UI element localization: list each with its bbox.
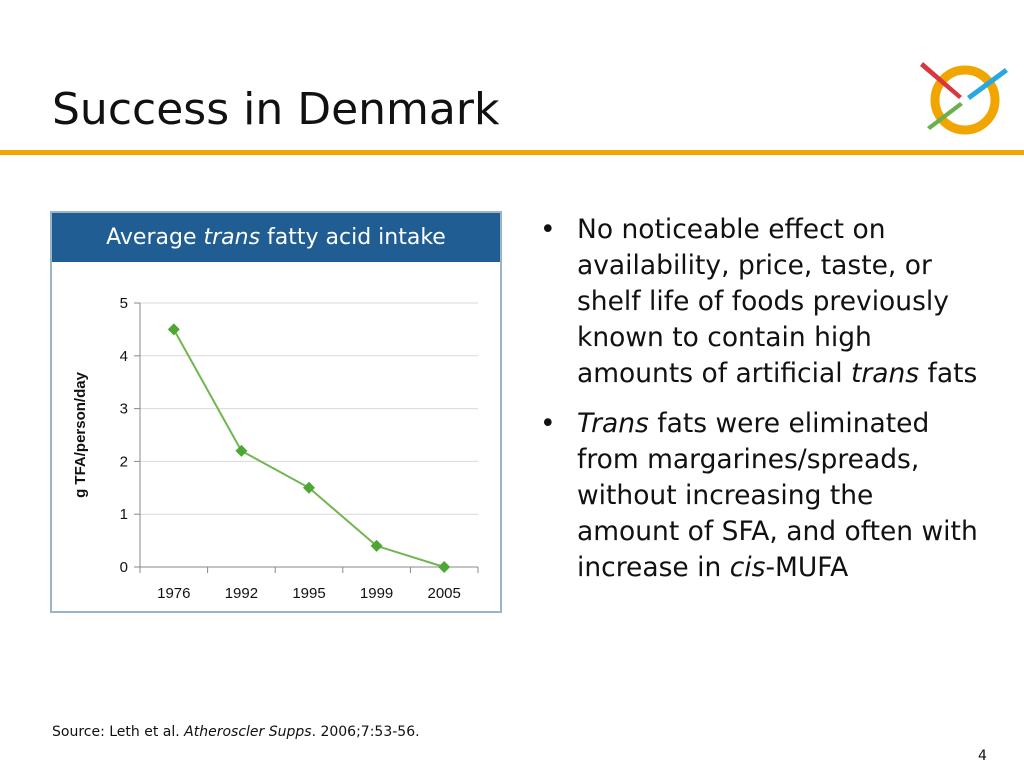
y-tick-label: 4 [120, 348, 128, 365]
x-tick-label: 1976 [157, 585, 190, 602]
series-line [172, 328, 445, 568]
source-citation: Source: Leth et al. Atheroscler Supps. 2… [52, 724, 420, 740]
x-tick-label: 1999 [360, 585, 393, 602]
line-chart: 0 1 2 3 4 5 1976 1992 1995 1999 2005 g TFA/person/d… [72, 295, 479, 602]
x-tick-label: 1992 [225, 585, 258, 602]
data-point [438, 561, 451, 573]
slide-title: Success in Denmark [52, 84, 500, 135]
y-tick-label: 0 [120, 559, 128, 576]
y-axis-label: g TFA/person/day [72, 371, 89, 498]
title-divider [0, 150, 1024, 155]
y-tick-label: 3 [120, 401, 128, 418]
bullet-item: • Trans fats were eliminated from margari… [540, 408, 978, 583]
logo-icon [920, 62, 1008, 135]
data-point [235, 444, 248, 457]
y-tick-label: 1 [120, 506, 128, 523]
data-point [370, 539, 383, 552]
data-point [167, 323, 180, 336]
bullet-dot: • [540, 408, 556, 439]
bullet-dot: • [540, 214, 556, 245]
chart-panel: Average trans fatty acid intake 0 1 2 3 4 5 19… [50, 211, 502, 613]
data-point [303, 481, 315, 494]
y-tick-label: 2 [120, 453, 128, 470]
bullet-item: • No noticeable effect on availability, p… [540, 214, 978, 389]
y-tick-label: 5 [120, 295, 128, 312]
bullet-list: • No noticeable effect on availability, p… [540, 212, 980, 600]
x-tick-label: 1995 [292, 585, 325, 602]
x-tick-label: 2005 [428, 585, 461, 602]
page-number: 4 [978, 748, 987, 764]
chart-title: Average trans fatty acid intake [52, 213, 500, 265]
